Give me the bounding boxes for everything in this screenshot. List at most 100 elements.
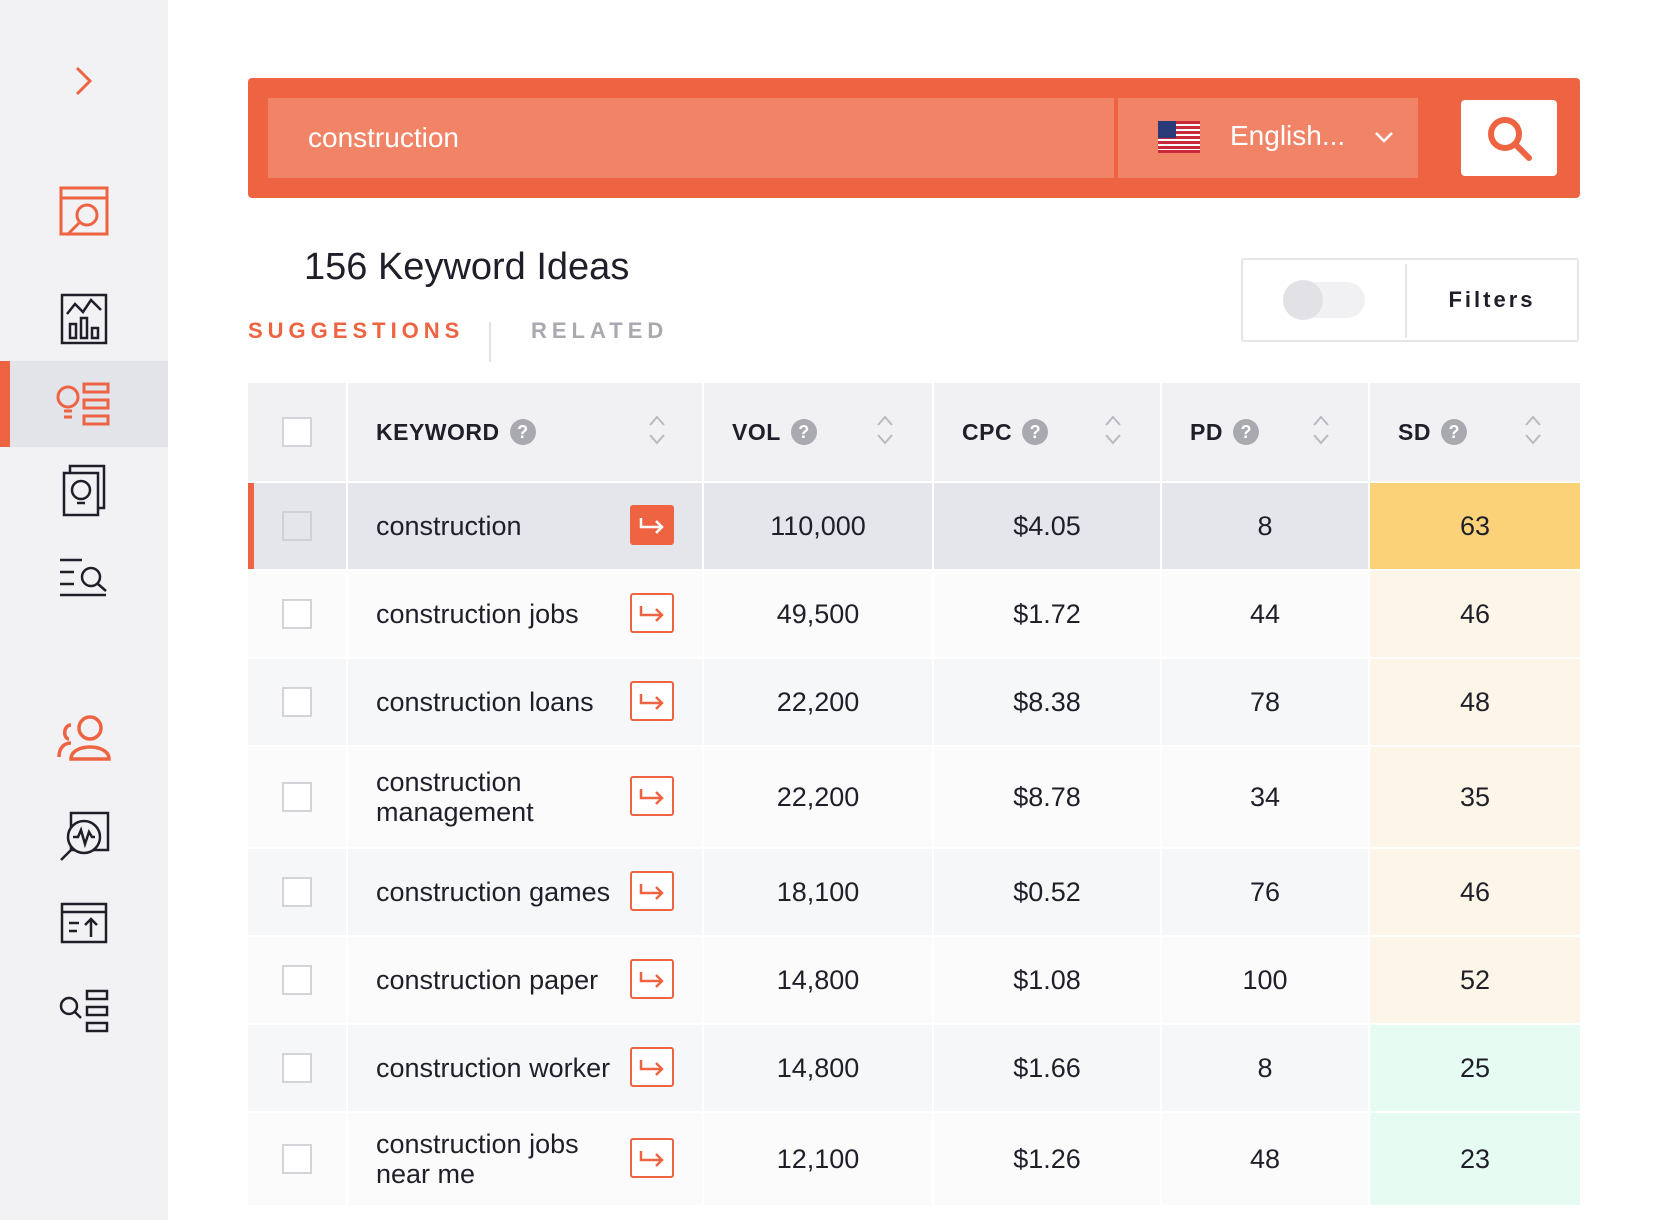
table-row[interactable]: construction jobs 49,500 $1.72 44 46 [248,571,1580,659]
table-row[interactable]: construction 110,000 $4.05 8 63 [248,483,1580,571]
header-vol-label: VOL [732,418,781,445]
open-keyword-button[interactable] [630,593,674,633]
header-keyword[interactable]: KEYWORD ? [348,383,702,481]
row-checkbox[interactable] [282,1053,312,1083]
filters-button[interactable]: Filters [1448,287,1536,312]
sort-icon[interactable] [1312,413,1330,447]
cpc-cell: $1.08 [1013,964,1081,995]
filters-panel: Filters [1241,258,1579,342]
table-row[interactable]: construction worker 14,800 $1.66 8 25 [248,1025,1580,1113]
search-button[interactable] [1461,100,1557,176]
table-row[interactable]: construction paper 14,800 $1.08 100 52 [248,937,1580,1025]
row-checkbox-cell [248,659,346,745]
sidebar-item-analytics[interactable] [0,276,168,362]
filters-toggle[interactable] [1283,280,1365,320]
cpc-cell: $1.72 [1013,598,1081,629]
sidebar-item-serp-analyzer[interactable] [0,168,168,254]
chevron-right-icon [75,66,93,96]
sd-cell: 46 [1370,571,1580,657]
sidebar-item-rank-tracker[interactable] [0,880,168,966]
keyword-cell: construction jobs near me [348,1113,702,1205]
row-checkbox[interactable] [282,1144,312,1174]
table-row[interactable]: construction management 22,200 $8.78 34 … [248,747,1580,849]
keyword-text[interactable]: construction [376,511,522,541]
row-checkbox[interactable] [282,687,312,717]
table-body: construction 110,000 $4.05 8 63 construc… [248,483,1580,1207]
open-keyword-button[interactable] [630,1138,674,1178]
sort-icon[interactable] [1104,413,1122,447]
keyword-cell: construction games [348,849,702,935]
sort-icon[interactable] [1524,413,1542,447]
tab-related[interactable]: RELATED [531,318,669,343]
select-all-checkbox[interactable] [282,417,312,447]
row-checkbox[interactable] [282,511,312,541]
search-list-icon [59,989,109,1033]
sidebar-item-keyword-ideas[interactable] [0,361,168,447]
table-row[interactable]: construction games 18,100 $0.52 76 46 [248,849,1580,937]
page-title: 156 Keyword Ideas [304,246,630,288]
keyword-text[interactable]: construction games [376,877,611,907]
sidebar-item-site-audit[interactable] [0,794,168,880]
row-checkbox[interactable] [282,965,312,995]
header-vol[interactable]: VOL ? [704,383,932,481]
keyword-text[interactable]: construction loans [376,687,594,717]
keyword-text[interactable]: construction jobs near me [376,1129,579,1189]
pd-cell: 8 [1257,1052,1273,1083]
help-icon[interactable]: ? [1232,419,1259,445]
tab-suggestions[interactable]: SUGGESTIONS [248,318,465,343]
filters-divider [1405,264,1407,338]
sort-icon[interactable] [876,413,894,447]
sd-cell: 63 [1370,483,1580,569]
keyword-text[interactable]: construction jobs [376,599,579,629]
cpc-cell: $1.66 [1013,1052,1081,1083]
keyword-text[interactable]: construction worker [376,1053,611,1083]
header-cpc[interactable]: CPC ? [934,383,1160,481]
row-checkbox[interactable] [282,599,312,629]
header-pd[interactable]: PD ? [1162,383,1368,481]
upload-window-icon [60,902,108,944]
pd-cell: 48 [1249,1143,1281,1174]
sidebar-item-account[interactable] [0,694,168,780]
open-keyword-button[interactable] [630,776,674,816]
pd-cell: 78 [1249,686,1281,717]
bar-chart-icon [60,293,108,345]
open-keyword-button[interactable] [630,871,674,911]
open-keyword-button[interactable] [630,505,674,545]
help-icon[interactable]: ? [1022,419,1049,445]
sidebar-item-content-ideas[interactable] [0,447,168,533]
sidebar-item-keyword-search[interactable] [0,533,168,619]
open-keyword-button[interactable] [630,1047,674,1087]
table-row[interactable]: construction loans 22,200 $8.38 78 48 [248,659,1580,747]
sd-cell: 46 [1370,849,1580,935]
lightbulb-page-icon [62,464,106,517]
arrow-right-icon [639,789,664,805]
row-checkbox-cell [248,849,346,935]
keyword-text[interactable]: construction management [376,767,534,827]
sd-cell: 48 [1370,659,1580,745]
pulse-search-icon [60,811,110,861]
row-checkbox-cell [248,1025,346,1111]
vol-cell: 12,100 [776,1143,860,1174]
vol-cell: 18,100 [776,876,860,907]
toggle-knob [1283,280,1323,320]
row-checkbox[interactable] [282,877,312,907]
help-icon[interactable]: ? [790,419,817,445]
cpc-cell: $8.78 [1013,781,1081,812]
vol-cell: 14,800 [776,964,860,995]
help-icon[interactable]: ? [509,419,536,445]
sd-cell: 52 [1370,937,1580,1023]
sidebar-item-keyword-lists[interactable] [0,968,168,1054]
language-select[interactable]: English... [1118,98,1418,178]
open-keyword-button[interactable] [630,681,674,721]
search-input[interactable] [268,98,1114,178]
table-row[interactable]: construction jobs near me 12,100 $1.26 4… [248,1113,1580,1207]
row-checkbox[interactable] [282,782,312,812]
sidebar-expand-button[interactable] [0,38,168,124]
header-sd[interactable]: SD ? [1370,383,1580,481]
help-icon[interactable]: ? [1440,419,1467,445]
pd-cell: 76 [1249,876,1281,907]
sort-icon[interactable] [648,413,666,447]
open-keyword-button[interactable] [630,959,674,999]
vol-cell: 14,800 [776,1052,860,1083]
keyword-text[interactable]: construction paper [376,965,599,995]
